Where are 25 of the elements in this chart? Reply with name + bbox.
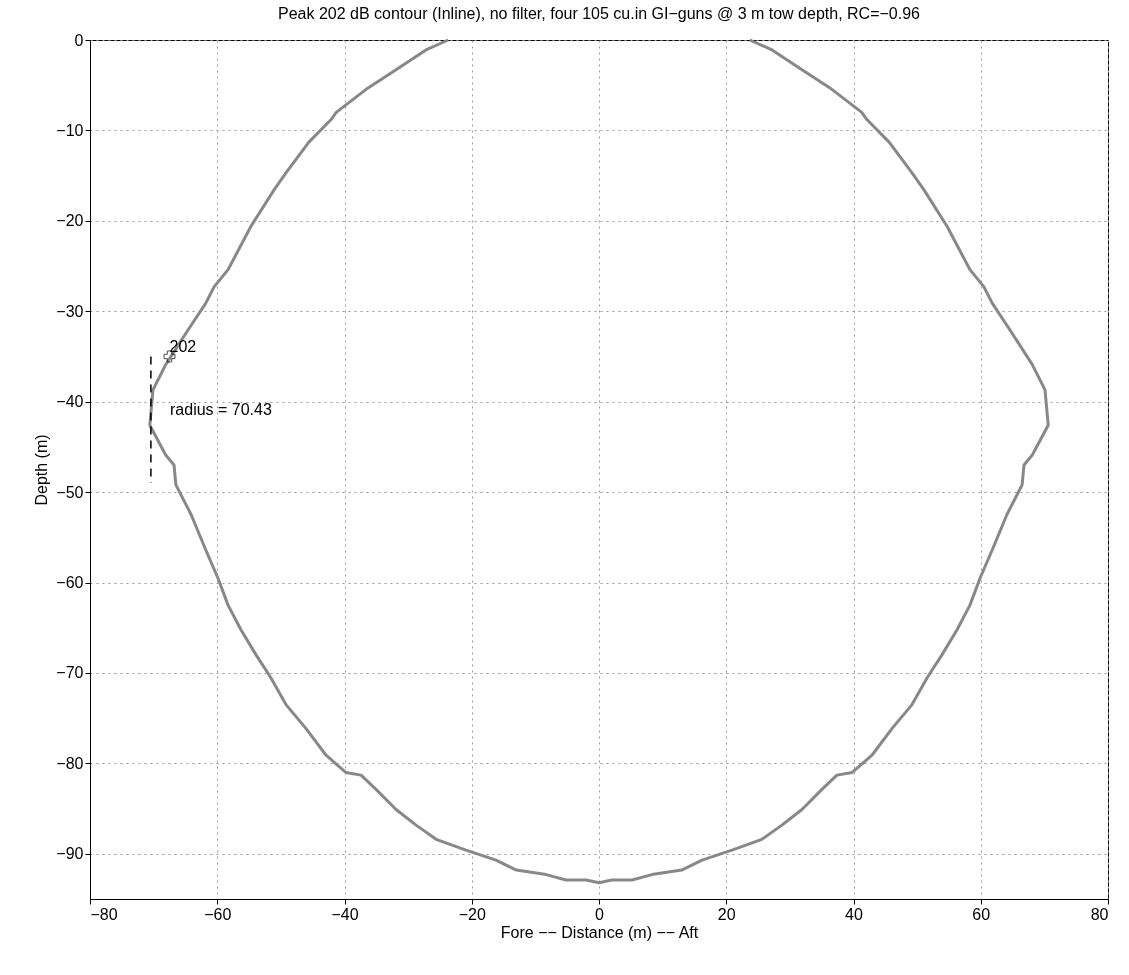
y-tick-label: −40 [56,393,84,411]
x-tick-label: −40 [331,905,359,923]
chart-title: Peak 202 dB contour (Inline), no filter, four 105 cu.in GI−guns @ 3 m tow depth, RC=−0.96 [278,5,921,22]
y-tick-label: −70 [56,664,84,682]
x-tick-label: 40 [845,905,863,923]
x-tick-label: 80 [1090,905,1109,923]
y-tick-label: 0 [74,31,84,49]
y-tick-label: −30 [56,302,84,320]
y-tick-label: −60 [56,574,84,592]
x-tick-label: 20 [717,905,736,923]
x-axis-title: Fore −− Distance (m) −− Aft [500,923,699,941]
line-series [148,38,1050,885]
y-tick-label: −90 [56,845,84,863]
y-tick-label: −10 [56,121,84,139]
y-axis-title: Depth (m) [33,434,51,506]
x-tick-label: −20 [458,905,486,923]
annotation: radius = 70.43 [170,401,272,418]
annotation: 202 [169,338,197,356]
x-tick-label: −80 [90,905,118,923]
x-tick-label: 0 [595,905,605,923]
y-tick-label: −50 [56,483,84,501]
x-tick-label: 60 [972,905,991,923]
y-tick-label: −80 [56,754,84,772]
x-tick-label: −60 [204,905,232,923]
y-tick-label: −20 [56,212,84,230]
